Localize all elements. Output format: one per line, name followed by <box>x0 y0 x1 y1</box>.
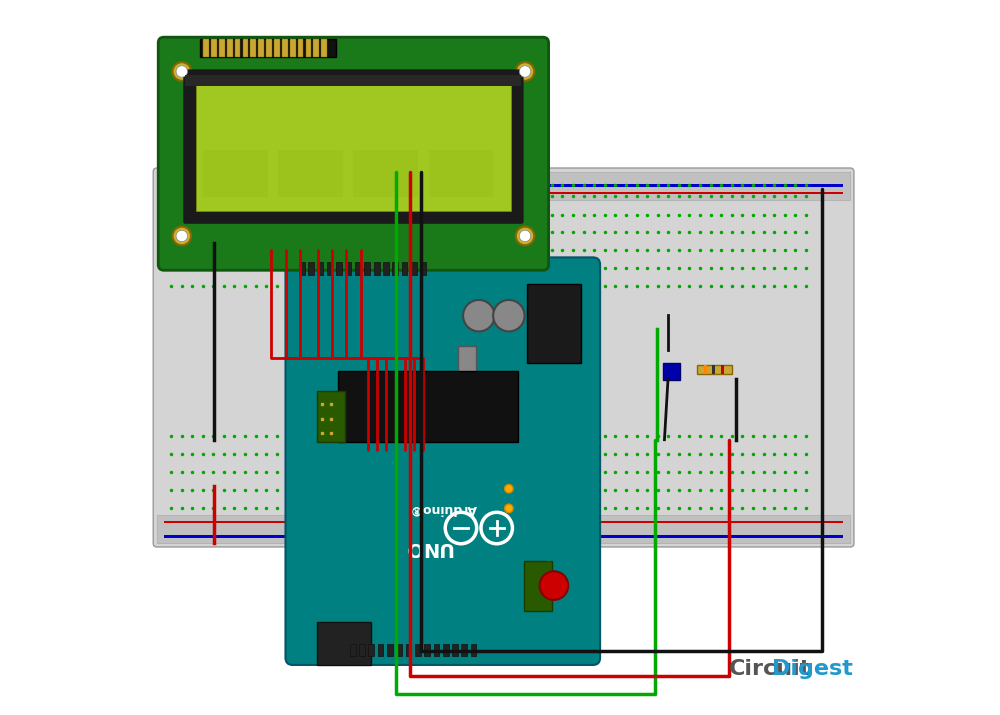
Bar <box>235 39 240 57</box>
Bar <box>364 262 370 275</box>
Bar <box>274 39 280 57</box>
Bar <box>243 39 248 57</box>
Bar <box>164 192 843 194</box>
Text: Digest: Digest <box>772 659 853 679</box>
Circle shape <box>176 66 188 77</box>
Bar <box>350 644 356 656</box>
Text: Arduino®: Arduino® <box>409 502 477 515</box>
Bar <box>196 79 511 211</box>
Bar <box>443 644 449 656</box>
Bar <box>415 644 421 656</box>
Bar <box>411 262 417 275</box>
Circle shape <box>493 300 525 332</box>
Bar <box>712 365 715 374</box>
Circle shape <box>463 300 495 332</box>
FancyBboxPatch shape <box>286 257 600 665</box>
Bar <box>338 370 518 441</box>
Bar <box>387 644 393 656</box>
Bar <box>424 644 430 656</box>
Text: UNO: UNO <box>403 538 452 557</box>
FancyBboxPatch shape <box>183 69 524 224</box>
Bar <box>185 75 521 86</box>
FancyBboxPatch shape <box>158 37 549 270</box>
Bar <box>278 150 343 197</box>
Bar <box>396 644 402 656</box>
Bar <box>697 365 732 374</box>
Bar <box>336 262 342 275</box>
Bar <box>164 521 843 523</box>
Bar <box>250 39 256 57</box>
Bar <box>420 262 426 275</box>
FancyBboxPatch shape <box>139 0 861 715</box>
Bar <box>203 150 268 197</box>
Bar <box>317 392 345 441</box>
Bar <box>392 262 398 275</box>
Bar <box>227 39 233 57</box>
Bar <box>321 39 327 57</box>
Bar <box>258 39 264 57</box>
Circle shape <box>516 62 534 81</box>
Bar <box>290 39 296 57</box>
Bar <box>402 262 407 275</box>
Bar <box>313 39 319 57</box>
Bar <box>282 39 288 57</box>
Bar <box>406 644 411 656</box>
Bar <box>471 644 476 656</box>
Circle shape <box>505 504 513 513</box>
Bar <box>308 262 314 275</box>
Bar <box>298 39 303 57</box>
Bar <box>157 515 850 543</box>
Bar <box>266 39 272 57</box>
Bar <box>721 365 724 374</box>
Bar <box>452 644 458 656</box>
Bar <box>374 262 380 275</box>
Bar <box>211 39 217 57</box>
Circle shape <box>505 485 513 493</box>
Bar <box>353 150 418 197</box>
Bar <box>164 535 843 538</box>
Bar <box>428 150 493 197</box>
Circle shape <box>173 227 191 245</box>
Bar <box>458 346 476 375</box>
Bar <box>434 644 439 656</box>
FancyBboxPatch shape <box>153 168 854 547</box>
Circle shape <box>519 66 531 77</box>
Bar <box>704 365 707 374</box>
Bar <box>200 39 336 57</box>
Circle shape <box>176 230 188 242</box>
Bar <box>219 39 225 57</box>
Bar <box>355 262 360 275</box>
Bar <box>359 644 365 656</box>
Circle shape <box>519 230 531 242</box>
Circle shape <box>540 571 568 600</box>
Bar <box>663 363 680 380</box>
Bar <box>527 285 581 363</box>
Bar <box>461 644 467 656</box>
Bar <box>317 262 323 275</box>
Circle shape <box>173 62 191 81</box>
Circle shape <box>516 227 534 245</box>
Bar <box>345 262 351 275</box>
Bar <box>378 644 383 656</box>
Bar <box>327 262 332 275</box>
Bar <box>299 262 305 275</box>
Bar <box>317 622 371 665</box>
Bar <box>164 184 843 187</box>
Bar <box>157 172 850 200</box>
Bar <box>203 39 209 57</box>
Bar <box>306 39 311 57</box>
Text: Circuit: Circuit <box>729 659 811 679</box>
Bar <box>524 561 552 611</box>
Bar <box>383 262 389 275</box>
Bar <box>368 644 374 656</box>
